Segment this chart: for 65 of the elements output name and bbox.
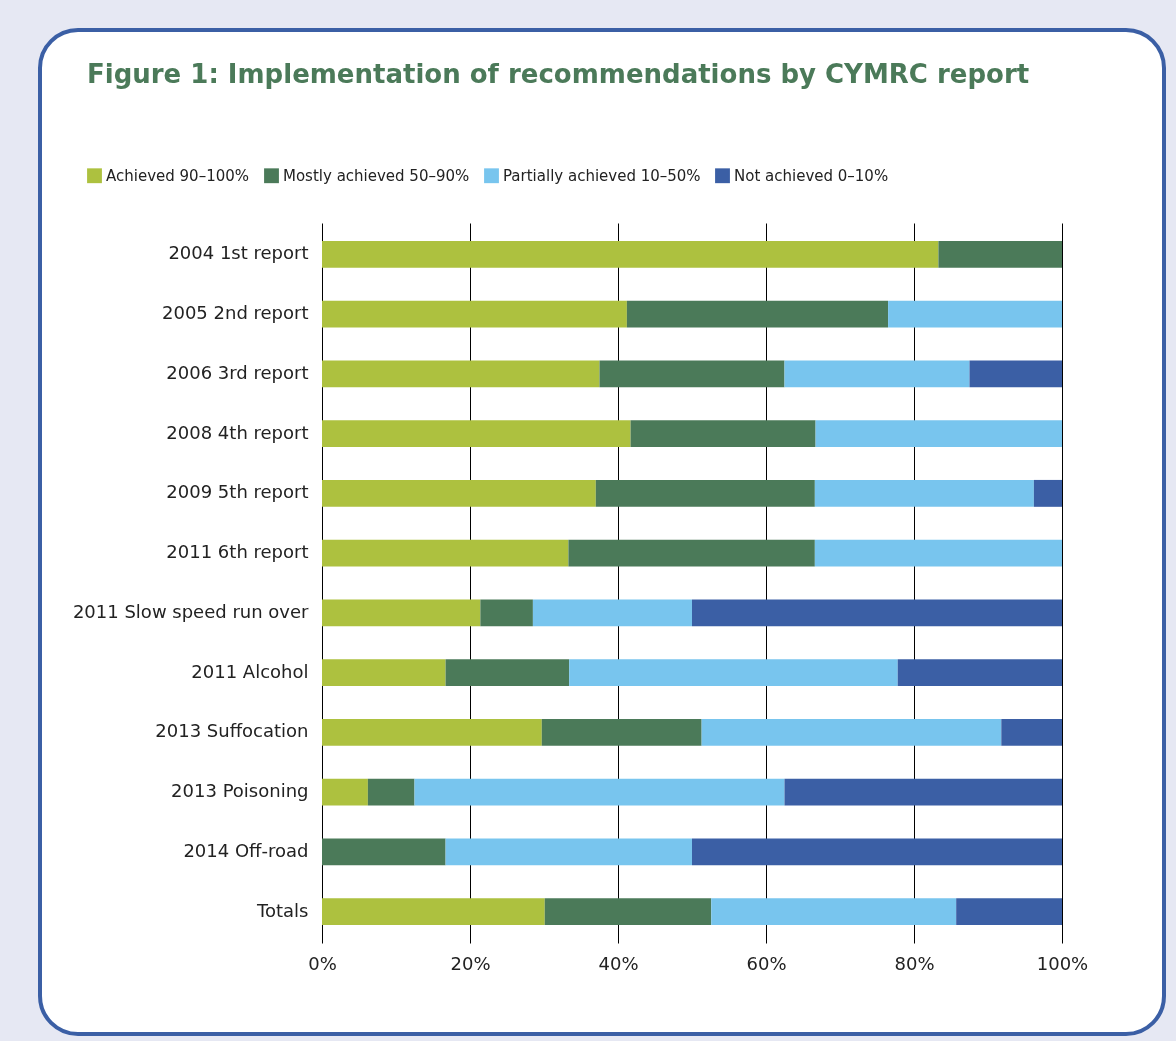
y-tick-label: 2013 Poisoning	[171, 780, 309, 802]
bar	[938, 240, 1062, 268]
bar	[322, 599, 481, 627]
bar	[445, 838, 692, 866]
y-tick-label: 2006 3rd report	[166, 361, 309, 383]
bar	[414, 778, 785, 806]
legend-label: Partially achieved 10–50%	[503, 166, 701, 185]
bar	[888, 300, 1062, 328]
x-tick-label: 0%	[308, 952, 337, 974]
bar	[626, 300, 889, 328]
bar	[784, 360, 970, 388]
legend-label: Mostly achieved 50–90%	[283, 166, 470, 185]
bar	[969, 360, 1062, 388]
bar	[692, 838, 1062, 866]
bar	[532, 599, 692, 627]
y-tick-label: 2013 Suffocation	[155, 720, 309, 742]
bar	[445, 659, 570, 687]
bar	[367, 778, 415, 806]
bar	[692, 599, 1062, 627]
bar	[701, 718, 1002, 746]
bar	[630, 420, 816, 448]
bar	[322, 479, 596, 507]
bar	[544, 898, 712, 926]
y-tick-label: Totals	[256, 899, 309, 921]
y-tick-label: 2008 4th report	[166, 421, 309, 443]
x-tick-label: 40%	[598, 952, 639, 974]
chart-title: Figure 1: Implementation of recommendations by CYMRC report	[87, 59, 1030, 89]
bar	[322, 838, 446, 866]
x-tick-label: 20%	[450, 952, 491, 974]
bar	[322, 659, 446, 687]
bar	[322, 539, 569, 567]
legend-label: Achieved 90–100%	[106, 166, 250, 185]
bar	[595, 479, 815, 507]
y-tick-label: 2011 Slow speed run over	[72, 600, 310, 622]
bar	[711, 898, 957, 926]
y-tick-label: 2009 5th report	[166, 481, 309, 503]
x-tick-label: 60%	[746, 952, 787, 974]
bar	[322, 360, 600, 388]
bar	[814, 479, 1034, 507]
y-tick-label: 2005 2nd report	[161, 302, 309, 324]
bar	[815, 420, 1062, 448]
bar	[784, 778, 1062, 806]
bar	[322, 718, 542, 746]
x-tick-label: 80%	[894, 952, 935, 974]
bar	[322, 420, 631, 448]
x-tick-label: 100%	[1036, 952, 1089, 974]
y-tick-label: 2011 6th report	[166, 541, 309, 563]
bar	[956, 898, 1062, 926]
bar	[1001, 718, 1062, 746]
y-tick-label: 2014 Off-road	[183, 839, 309, 861]
bar	[322, 898, 545, 926]
bar	[569, 659, 898, 687]
y-tick-label: 2004 1st report	[168, 242, 309, 264]
bar	[897, 659, 1062, 687]
bar	[814, 539, 1062, 567]
y-tick-label: 2011 Alcohol	[191, 660, 309, 682]
legend-label: Not achieved 0–10%	[734, 166, 889, 185]
bar	[599, 360, 785, 388]
bar	[322, 240, 939, 268]
bar	[480, 599, 533, 627]
bar	[322, 778, 368, 806]
bar	[322, 300, 627, 328]
bar	[1033, 479, 1062, 507]
bar	[568, 539, 815, 567]
bar	[541, 718, 702, 746]
